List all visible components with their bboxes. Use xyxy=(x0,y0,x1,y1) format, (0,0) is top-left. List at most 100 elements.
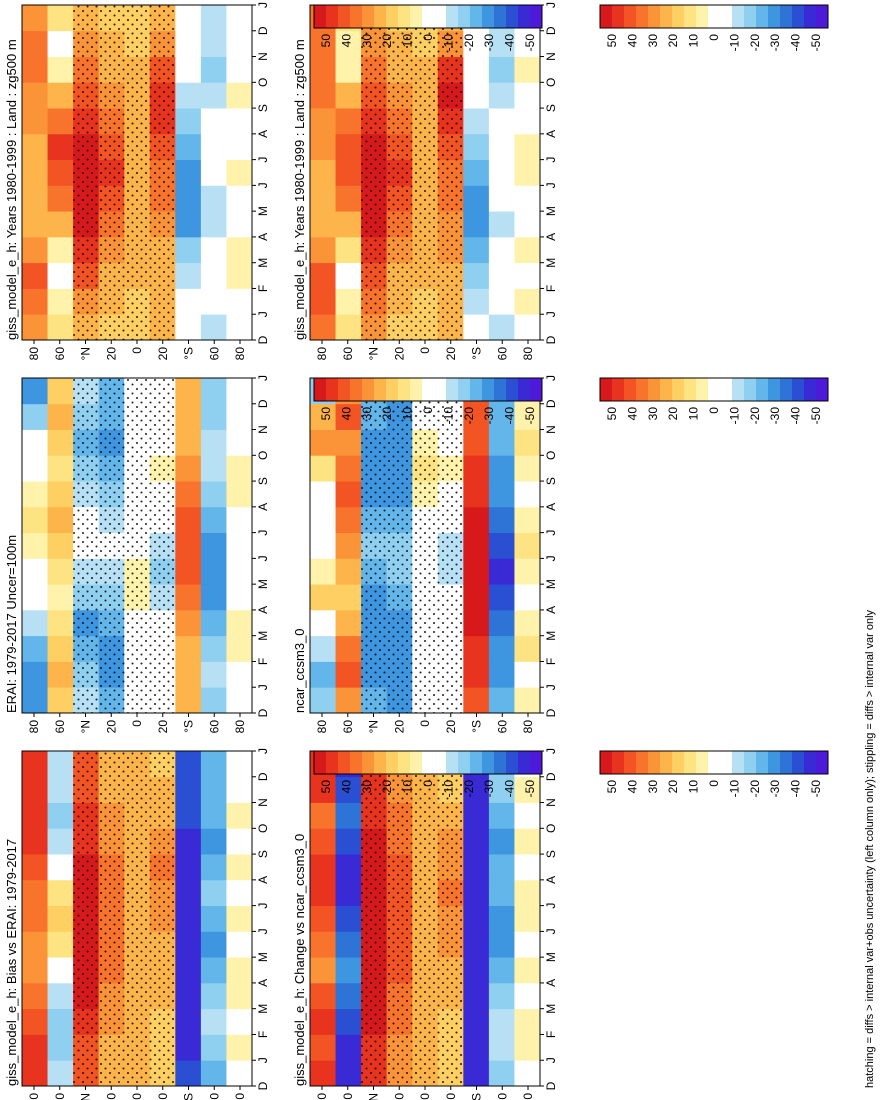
heatmap-cell xyxy=(226,403,253,430)
lat-tick-label: 20 xyxy=(392,347,406,361)
heatmap-cell xyxy=(175,532,202,559)
colorbar-swatch xyxy=(612,751,625,774)
heatmap-cell xyxy=(175,236,202,264)
heatmap-cell xyxy=(226,108,253,135)
heatmap-cell xyxy=(310,661,336,688)
lat-tick-label: 0 xyxy=(130,347,144,354)
colorbar-tick-label: -50 xyxy=(523,780,537,798)
month-tick-label: D xyxy=(544,26,558,35)
heatmap-cell xyxy=(335,455,362,482)
heatmap-cell xyxy=(226,776,253,803)
heatmap-cell xyxy=(488,905,515,932)
colorbar-tick-label: 50 xyxy=(605,34,619,48)
heatmap-cell xyxy=(200,854,227,881)
heatmap-cell xyxy=(463,108,490,135)
colorbar-swatch xyxy=(660,751,673,774)
heatmap-cell xyxy=(226,609,253,637)
heatmap-cell xyxy=(335,403,362,430)
colorbar-swatch xyxy=(506,378,519,401)
colorbar-swatch xyxy=(386,5,399,28)
heatmap-cell xyxy=(22,982,48,1010)
month-tick-label: J xyxy=(544,684,558,690)
heatmap-cell xyxy=(226,879,253,907)
colorbar-swatch xyxy=(326,5,339,28)
colorbar-tick-label: -30 xyxy=(482,407,496,425)
heatmap-cell xyxy=(226,378,253,405)
heatmap-cell xyxy=(22,957,48,984)
colorbar-tick-label: 30 xyxy=(646,407,660,421)
heatmap-cell xyxy=(514,687,541,714)
month-tick-label: M xyxy=(544,258,558,268)
heatmap-cell xyxy=(226,982,253,1010)
colorbar-swatch xyxy=(612,5,625,28)
heatmap-cell xyxy=(47,429,74,456)
colorbar-swatch xyxy=(816,751,829,774)
heatmap-cell xyxy=(463,211,490,238)
heatmap-cell xyxy=(175,854,202,881)
lat-tick-label: °S xyxy=(182,1093,196,1100)
heatmap-cell xyxy=(310,403,336,430)
colorbar-tick-label: 10 xyxy=(401,407,415,421)
panel-title: giss_model_e_h: Years 1980-1999 : Land :… xyxy=(4,39,19,340)
colorbar-frame xyxy=(313,377,543,402)
lat-tick-label: °S xyxy=(470,720,484,733)
colorbar-swatch xyxy=(506,751,519,774)
heatmap-cell xyxy=(226,5,253,32)
colorbar-swatch xyxy=(398,751,411,774)
colorbar-tick-label: -50 xyxy=(809,407,823,425)
lat-tick-label: 20 xyxy=(444,720,458,734)
heatmap-cell xyxy=(463,1034,490,1061)
heatmap-cell xyxy=(47,931,74,958)
heatmap-cell xyxy=(200,481,227,508)
heatmap-cell xyxy=(200,584,227,611)
colorbar-swatch xyxy=(816,378,829,401)
colorbar-tick-label: 0 xyxy=(707,34,721,41)
lat-tick-label: °N xyxy=(79,1093,93,1100)
heatmap-cell xyxy=(200,56,227,83)
heatmap-cell xyxy=(200,5,227,32)
heatmap-cell xyxy=(463,802,490,829)
heatmap-cell xyxy=(514,56,541,83)
colorbar-tick-label: 40 xyxy=(625,780,639,794)
heatmap-cell xyxy=(463,931,490,958)
heatmap-cell xyxy=(335,609,362,637)
heatmap-cell xyxy=(22,236,48,264)
heatmap-cell xyxy=(47,314,74,341)
lat-tick-label: 80 xyxy=(521,720,535,734)
heatmap-cell xyxy=(200,159,227,186)
heatmap-cell xyxy=(514,828,541,855)
heatmap-cell xyxy=(310,211,336,238)
colorbar-swatch xyxy=(518,378,531,401)
colorbar-tick-label: 20 xyxy=(666,780,680,794)
lat-tick-label: 80 xyxy=(315,720,329,734)
heatmap-cell xyxy=(47,506,74,534)
colorbar-swatch xyxy=(482,751,495,774)
month-tick-label: D xyxy=(544,335,558,344)
heatmap-cell xyxy=(22,211,48,238)
heatmap-cell xyxy=(310,879,336,907)
colorbar-tick-label: -40 xyxy=(503,407,517,425)
heatmap-cell xyxy=(226,30,253,57)
heatmap-cell xyxy=(514,481,541,508)
month-tick-label: M xyxy=(544,952,558,962)
heatmap-cell xyxy=(488,854,515,881)
heatmap-cell xyxy=(175,687,202,714)
heatmap-cell xyxy=(335,314,362,341)
colorbar-swatch xyxy=(470,751,483,774)
colorbar-tick-label: 50 xyxy=(319,34,333,48)
heatmap-cell xyxy=(200,879,227,907)
colorbar-frame xyxy=(599,4,829,29)
month-tick-label: J xyxy=(544,311,558,317)
heatmap-cell xyxy=(514,288,541,315)
heatmap-cell xyxy=(310,185,336,212)
colorbar-tick-label: 30 xyxy=(360,780,374,794)
colorbar: 50 40 30 20 10 0 -10 -20 -30 -40 -50 xyxy=(599,377,829,425)
heatmap-cell xyxy=(200,378,227,405)
colorbar-swatch xyxy=(422,751,435,774)
heatmap-cell xyxy=(175,262,202,289)
month-tick-label: M xyxy=(256,1004,270,1014)
heatmap-cell xyxy=(310,314,336,341)
colorbar-swatch xyxy=(482,378,495,401)
heatmap-cell xyxy=(514,82,541,109)
month-tick-label: M xyxy=(256,952,270,962)
